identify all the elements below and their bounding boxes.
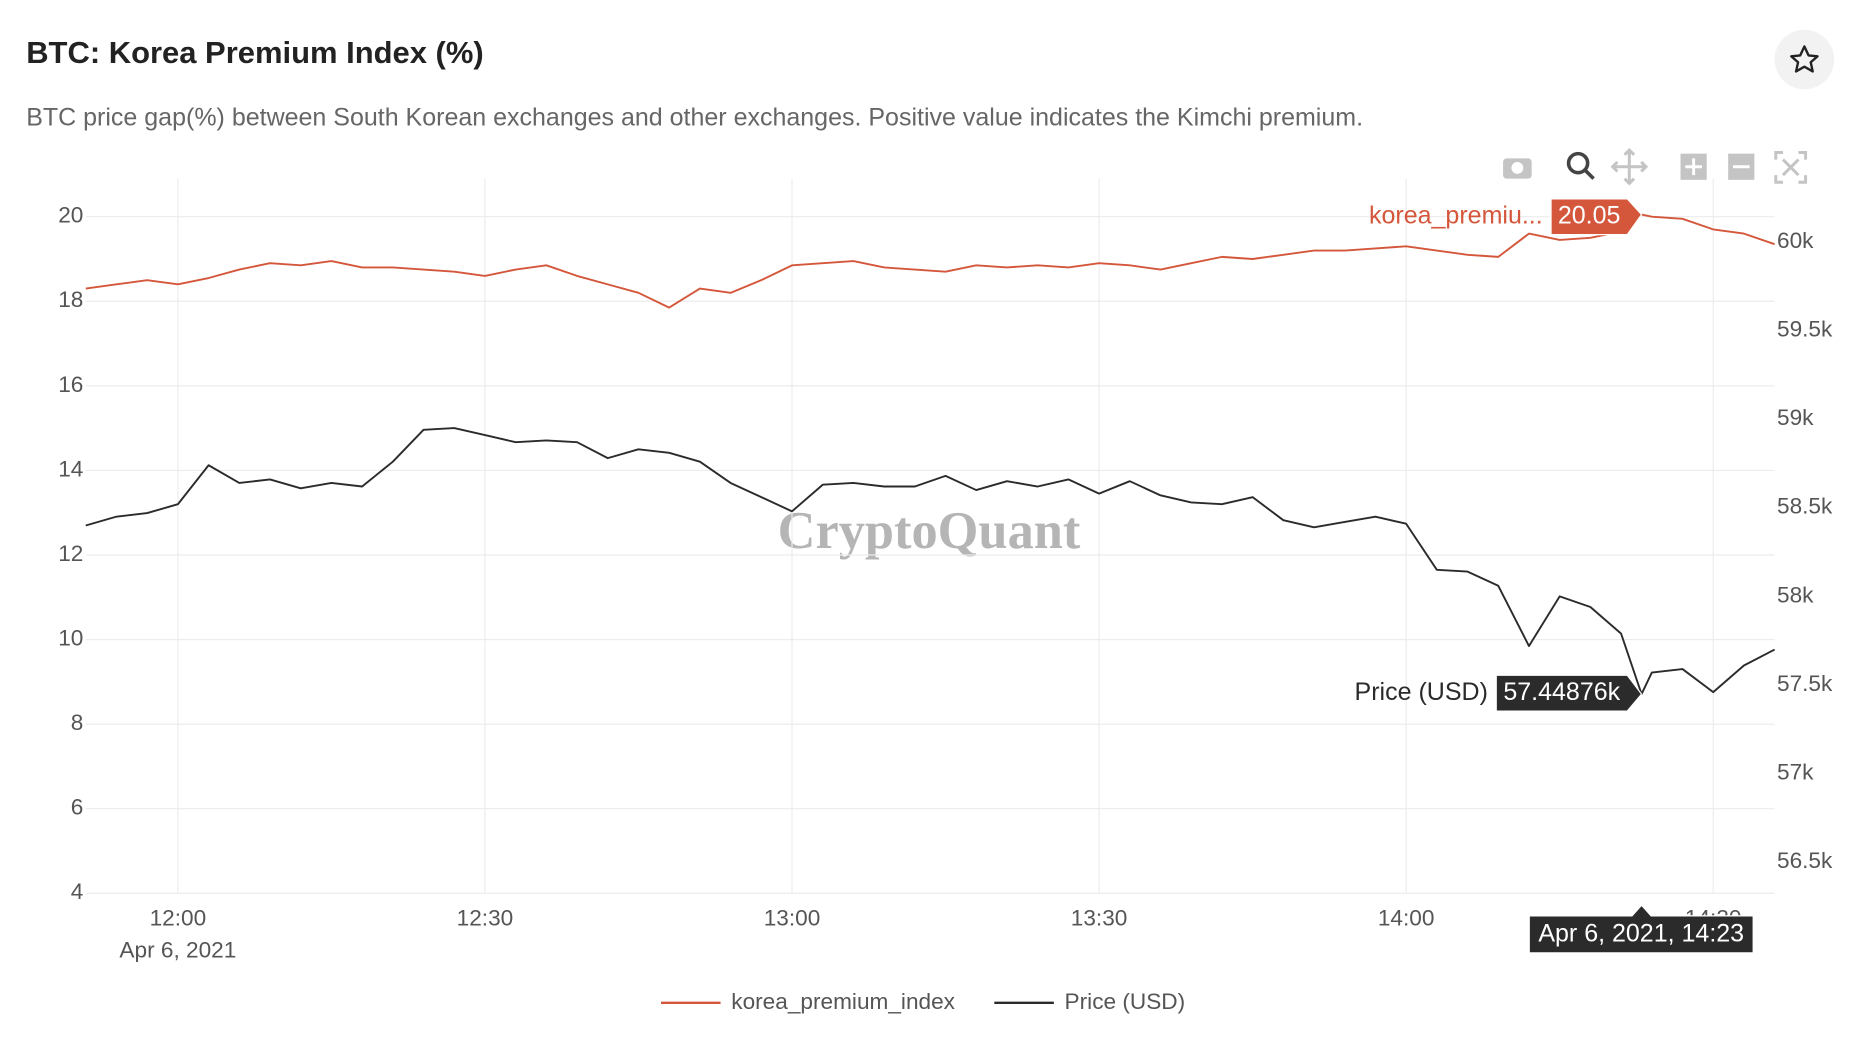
- legend-label: korea_premium_index: [731, 989, 955, 1014]
- y2-tick-label: 60k: [1777, 228, 1814, 253]
- zoom-button[interactable]: [1566, 151, 1595, 180]
- modebar: [1503, 147, 1808, 186]
- series-line: [85, 213, 1775, 309]
- y-tick-label: 16: [58, 372, 83, 397]
- legend-label: Price (USD): [1065, 989, 1186, 1014]
- hover-value: 57.44876k: [1503, 678, 1620, 706]
- hover: 20.05 korea_premiu... 57.44876k Price (USD)…: [1355, 198, 1754, 954]
- x-date-label: Apr 6, 2021: [119, 938, 236, 963]
- chart-subtitle: BTC price gap(%) between South Korean ex…: [26, 104, 1363, 132]
- pan-button[interactable]: [1610, 147, 1649, 186]
- camera-button[interactable]: [1503, 158, 1532, 179]
- hover-name: Price (USD): [1355, 678, 1488, 706]
- pan-icon[interactable]: [1610, 147, 1649, 186]
- zoom-in-plus[interactable]: [1685, 158, 1702, 176]
- camera-lens[interactable]: [1511, 161, 1524, 174]
- x-tick-label: 13:30: [1071, 905, 1128, 930]
- autoscale-button[interactable]: [1774, 150, 1808, 184]
- y-tick-label: 14: [58, 456, 83, 481]
- zoom-handle[interactable]: [1583, 169, 1595, 180]
- lines: [85, 213, 1776, 696]
- y-tick-label: 6: [71, 795, 84, 820]
- series-line: [85, 427, 1776, 696]
- y-tick-label: 18: [58, 287, 83, 312]
- x-tick-label: 12:30: [457, 905, 514, 930]
- y2-tick-label: 57k: [1777, 760, 1814, 785]
- favorite-button[interactable]: [1774, 29, 1835, 90]
- y2-tick-label: 59.5k: [1777, 317, 1833, 342]
- grid: [85, 178, 1775, 894]
- star-icon[interactable]: [1790, 45, 1819, 73]
- y-tick-label: 20: [58, 203, 83, 228]
- favorite-bg[interactable]: [1774, 29, 1835, 90]
- y2-tick-label: 58k: [1777, 582, 1814, 607]
- chart-title: BTC: Korea Premium Index (%): [26, 35, 484, 70]
- hover-x-label: Apr 6, 2021, 14:23: [1538, 920, 1744, 948]
- legend: korea_premium_index Price (USD): [661, 989, 1185, 1014]
- hover-box: [1495, 674, 1643, 712]
- hover-value: 20.05: [1558, 201, 1621, 229]
- zoom-icon[interactable]: [1566, 151, 1590, 175]
- x-tick-label: 12:00: [150, 905, 207, 930]
- y2-tick-label: 58.5k: [1777, 494, 1833, 519]
- y-tick-label: 8: [71, 710, 84, 735]
- zoom-out-button[interactable]: [1728, 153, 1755, 180]
- hover-name: korea_premiu...: [1369, 201, 1543, 229]
- hover-box: [1550, 198, 1643, 236]
- x-tick-label: 13:00: [764, 905, 821, 930]
- axes: 4 6 8 10 12 14 16 18 20 56.5k 57k 57.5k 58k 58.5k 59k 5…: [58, 203, 1833, 963]
- autoscale-icon[interactable]: [1774, 150, 1808, 184]
- y-tick-label: 12: [58, 541, 83, 566]
- x-tick-label: 14:00: [1378, 905, 1435, 930]
- hover-x-box: [1528, 904, 1754, 954]
- y-tick-label: 4: [71, 879, 84, 904]
- y2-tick-label: 56.5k: [1777, 848, 1833, 873]
- zoom-in-button[interactable]: [1680, 153, 1707, 180]
- y-tick-label: 10: [58, 626, 83, 651]
- y2-tick-label: 59k: [1777, 405, 1814, 430]
- watermark: CryptoQuant: [778, 502, 1081, 560]
- y2-tick-label: 57.5k: [1777, 671, 1833, 696]
